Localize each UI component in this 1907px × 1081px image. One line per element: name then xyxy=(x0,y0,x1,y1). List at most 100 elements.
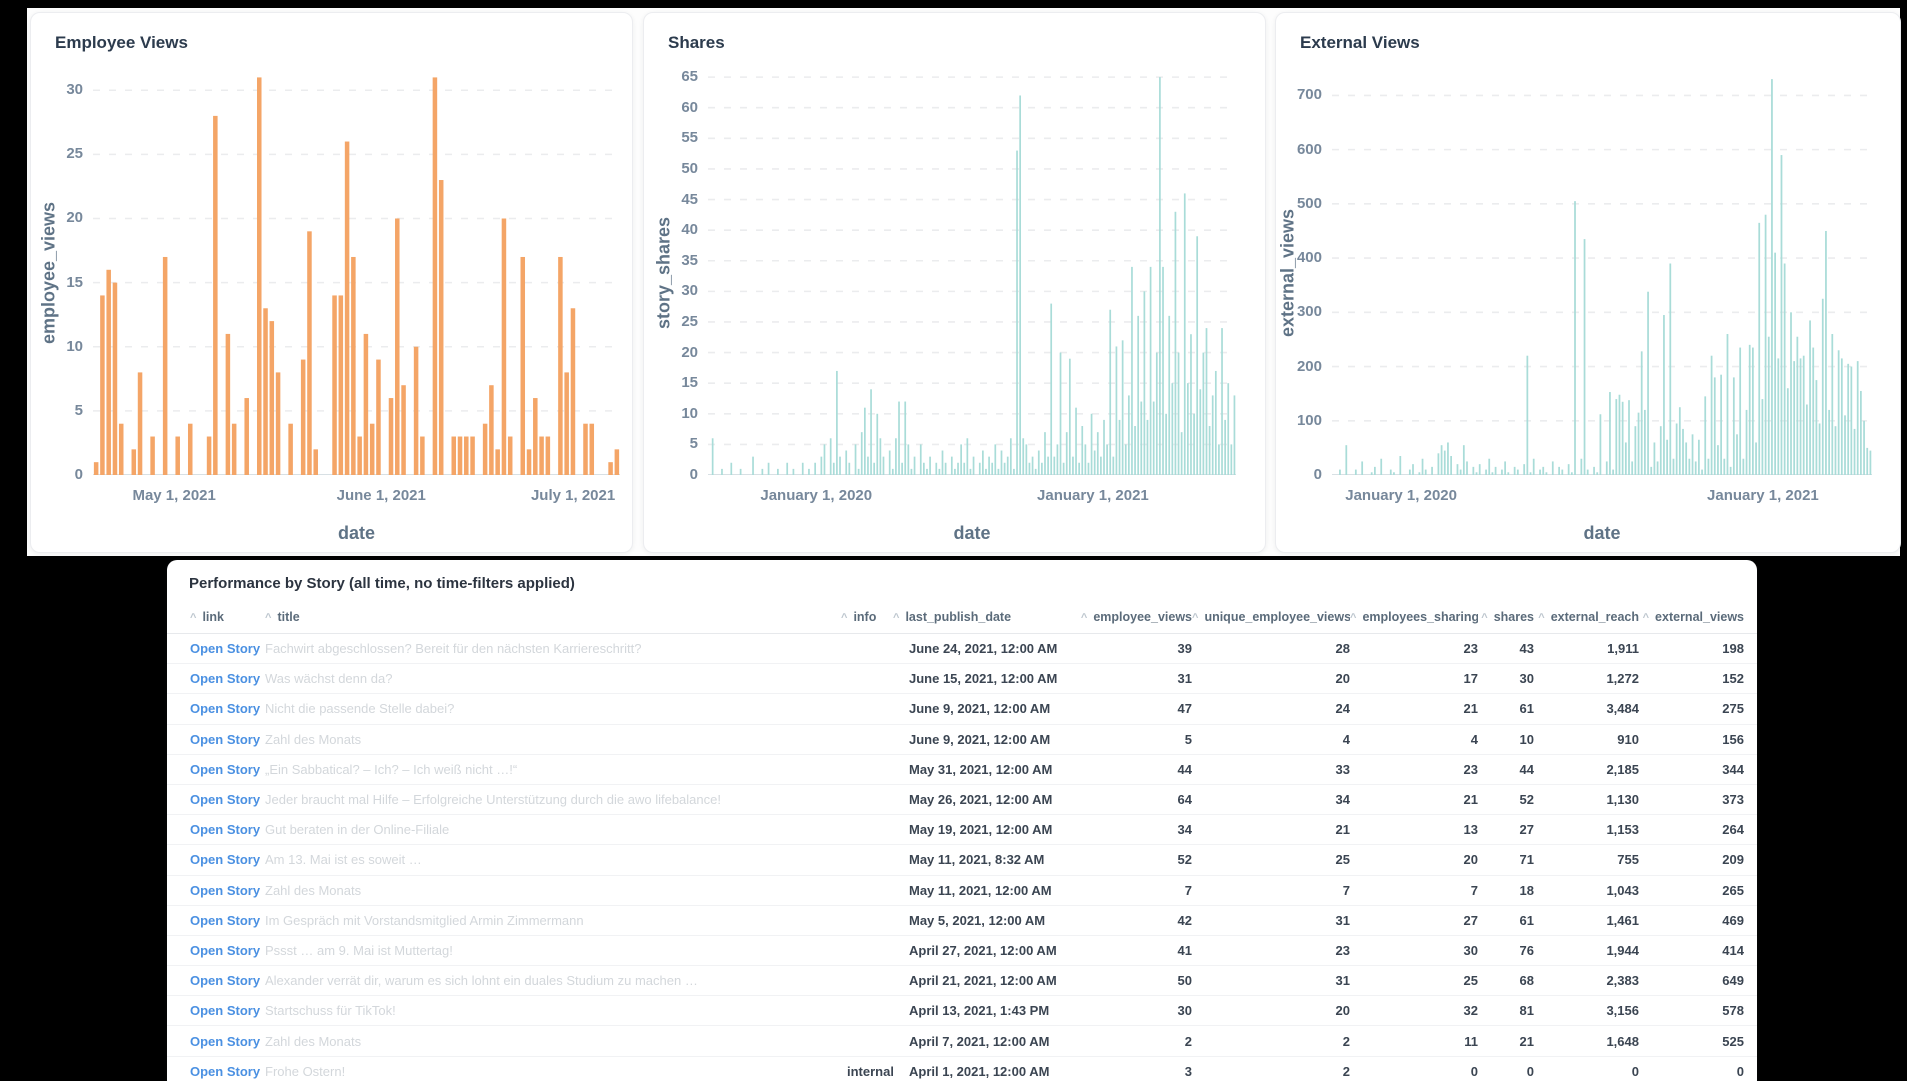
bar[interactable] xyxy=(231,423,237,475)
bar[interactable] xyxy=(820,456,823,475)
bar[interactable] xyxy=(1431,466,1433,475)
bar[interactable] xyxy=(739,468,742,475)
bar[interactable] xyxy=(558,256,563,475)
bar[interactable] xyxy=(1786,388,1789,475)
bar[interactable] xyxy=(507,436,513,475)
bar[interactable] xyxy=(1767,336,1770,475)
bar[interactable] xyxy=(1596,472,1599,475)
bar[interactable] xyxy=(1127,395,1130,475)
bar[interactable] xyxy=(895,438,897,475)
bar[interactable] xyxy=(1475,472,1478,475)
bar[interactable] xyxy=(863,407,866,475)
bar[interactable] xyxy=(1006,456,1009,475)
bar[interactable] xyxy=(1230,444,1233,475)
bar[interactable] xyxy=(1726,334,1729,475)
bar[interactable] xyxy=(752,456,754,475)
bar[interactable] xyxy=(1583,239,1586,475)
bar[interactable] xyxy=(420,436,425,475)
bar[interactable] xyxy=(1155,352,1158,475)
column-header-shares[interactable]: ^ shares xyxy=(1478,610,1534,624)
bar[interactable] xyxy=(982,450,984,475)
bar[interactable] xyxy=(1593,466,1595,475)
bar[interactable] xyxy=(269,321,275,475)
bar[interactable] xyxy=(1542,466,1545,475)
bar[interactable] xyxy=(957,462,959,475)
bar[interactable] xyxy=(1609,392,1611,475)
bar[interactable] xyxy=(395,218,400,476)
bar[interactable] xyxy=(1710,355,1713,475)
bar[interactable] xyxy=(1488,458,1491,475)
bar[interactable] xyxy=(1068,358,1071,475)
bar[interactable] xyxy=(1187,383,1189,475)
bar[interactable] xyxy=(376,359,381,475)
bar[interactable] xyxy=(1516,469,1519,475)
bar[interactable] xyxy=(969,468,972,475)
bar[interactable] xyxy=(1183,193,1186,476)
bar[interactable] xyxy=(950,456,953,475)
bar[interactable] xyxy=(1202,352,1205,475)
column-header-title[interactable]: ^ title xyxy=(265,610,841,624)
employee-views-plot[interactable] xyxy=(93,71,620,476)
bar[interactable] xyxy=(1221,328,1223,475)
bar[interactable] xyxy=(1745,409,1748,475)
bar[interactable] xyxy=(836,370,838,475)
bar[interactable] xyxy=(1666,439,1668,475)
bar[interactable] xyxy=(1558,466,1560,475)
bar[interactable] xyxy=(1022,438,1025,475)
bar[interactable] xyxy=(1831,334,1834,475)
bar[interactable] xyxy=(1227,383,1230,475)
bar[interactable] xyxy=(589,423,595,475)
bar[interactable] xyxy=(1729,466,1732,475)
bar[interactable] xyxy=(901,462,903,475)
bar[interactable] xyxy=(1529,472,1532,475)
bar[interactable] xyxy=(1044,432,1046,475)
bar[interactable] xyxy=(848,462,851,475)
bar[interactable] xyxy=(1742,458,1745,475)
bar[interactable] xyxy=(1494,466,1497,475)
bar[interactable] xyxy=(332,295,337,475)
bar[interactable] xyxy=(118,423,124,475)
bar[interactable] xyxy=(792,468,795,475)
bar[interactable] xyxy=(935,462,938,475)
bar[interactable] xyxy=(777,468,779,475)
column-header-employee_views[interactable]: ^ employee_views xyxy=(1067,610,1192,624)
bar[interactable] xyxy=(1025,444,1028,475)
bar[interactable] xyxy=(808,468,810,475)
bar[interactable] xyxy=(938,468,941,475)
bar[interactable] xyxy=(451,436,457,475)
bar[interactable] xyxy=(369,423,375,475)
bar[interactable] xyxy=(1748,344,1751,475)
bar[interactable] xyxy=(1840,358,1843,475)
bar[interactable] xyxy=(1815,380,1818,475)
bar[interactable] xyxy=(1501,469,1503,475)
bar[interactable] xyxy=(1869,450,1872,475)
bar[interactable] xyxy=(1180,432,1183,475)
bar[interactable] xyxy=(1526,355,1529,475)
bar[interactable] xyxy=(1078,462,1081,475)
bar[interactable] xyxy=(1159,77,1161,476)
bar[interactable] xyxy=(1774,252,1776,475)
bar[interactable] xyxy=(1118,419,1121,475)
bar[interactable] xyxy=(1053,456,1056,475)
bar[interactable] xyxy=(1736,434,1738,475)
bar[interactable] xyxy=(1732,377,1735,475)
bar[interactable] xyxy=(470,436,475,475)
column-header-info[interactable]: ^ info xyxy=(841,610,893,624)
bar[interactable] xyxy=(721,468,723,475)
bar[interactable] xyxy=(150,436,155,475)
bar[interactable] xyxy=(1109,309,1112,475)
bar[interactable] xyxy=(608,462,613,475)
bar[interactable] xyxy=(944,462,947,475)
bar[interactable] xyxy=(1656,461,1659,475)
bar[interactable] xyxy=(1698,439,1700,475)
bar[interactable] xyxy=(1863,420,1865,475)
bar[interactable] xyxy=(1545,472,1548,475)
bar[interactable] xyxy=(876,413,879,475)
open-story-link[interactable]: Open Story xyxy=(190,1063,261,1079)
bar[interactable] xyxy=(1059,352,1062,475)
bar[interactable] xyxy=(93,462,99,475)
bar[interactable] xyxy=(1539,469,1541,475)
bar[interactable] xyxy=(1112,456,1115,475)
column-header-unique_employee_views[interactable]: ^ unique_employee_views xyxy=(1192,610,1350,624)
bar[interactable] xyxy=(1399,456,1402,475)
